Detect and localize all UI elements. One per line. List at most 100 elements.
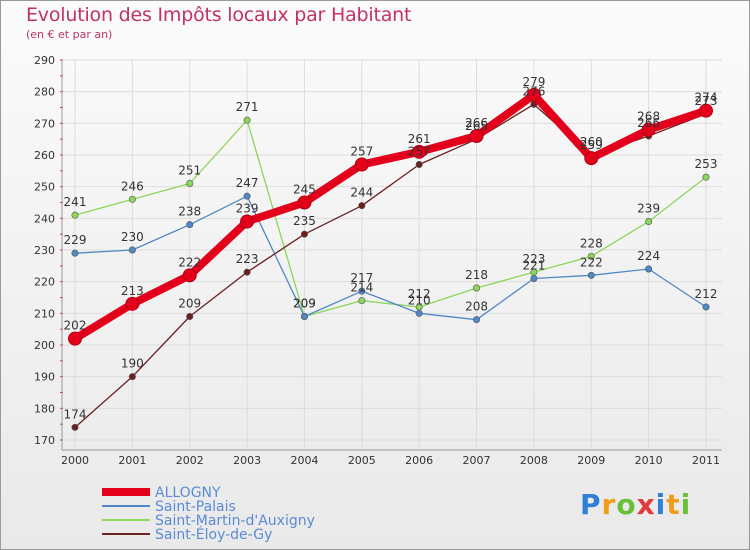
data-label: 221 [522,259,545,273]
x-tick-label: 2010 [635,454,663,467]
y-tick-label: 190 [34,371,55,384]
y-tick-label: 220 [34,276,55,289]
data-label: 257 [350,145,373,159]
data-label: 208 [465,300,488,314]
data-point [354,157,369,172]
data-label: 239 [236,202,259,216]
logo-letter: i [680,488,692,521]
data-label: 212 [408,287,431,301]
y-tick-label: 290 [34,54,55,67]
data-label: 224 [637,249,660,263]
data-label: 209 [293,297,316,311]
data-label: 261 [408,132,431,146]
x-tick-label: 2002 [176,454,204,467]
data-label: 214 [350,281,373,295]
x-tick-label: 2005 [348,454,376,467]
data-point [297,195,312,210]
x-tick-label: 2007 [463,454,491,467]
data-label: 223 [522,252,545,266]
data-point [358,287,366,295]
data-label: 217 [350,271,373,285]
data-point [128,195,136,203]
data-point [186,221,194,229]
x-tick-label: 2004 [290,454,318,467]
data-point [526,87,541,102]
data-point [645,218,653,226]
data-label: 266 [637,116,660,130]
data-label: 273 [695,94,718,108]
data-label: 174 [64,407,87,421]
x-tick-label: 2011 [692,454,720,467]
data-label: 244 [350,186,373,200]
y-tick-label: 230 [34,244,55,257]
data-label: 229 [64,233,87,247]
data-point [530,274,538,282]
data-label: 268 [637,110,660,124]
data-point [584,151,599,166]
y-tick-label: 270 [34,117,55,130]
x-tick-label: 2003 [233,454,261,467]
data-point [587,271,595,279]
data-label: 271 [236,100,259,114]
data-label: 265 [465,119,488,133]
series-line [74,119,707,318]
data-point [128,373,136,381]
data-label: 253 [695,157,718,171]
data-label: 223 [236,252,259,266]
data-point [182,268,197,283]
y-tick-label: 280 [34,86,55,99]
data-label: 222 [580,255,603,269]
legend-label: Saint-Éloy-de-Gy [155,526,272,543]
data-point [641,122,656,137]
data-label: 190 [121,357,144,371]
data-point [415,161,423,169]
data-point [243,268,251,276]
y-tick-label: 240 [34,212,55,225]
data-point [358,202,366,210]
data-point [699,103,713,118]
data-point [300,230,308,238]
data-point [125,296,140,311]
proxiti-logo: Proxiti [580,488,691,521]
legend-label: Saint-Martin-d'Auxigny [155,513,315,529]
data-label: 251 [178,164,201,178]
data-label: 245 [293,183,316,197]
y-tick-label: 260 [34,149,55,162]
data-point [71,211,79,219]
y-tick-label: 170 [34,434,55,447]
data-point [240,214,255,229]
logo-letter: x [636,488,656,521]
y-tick-label: 200 [34,339,55,352]
data-point [300,312,308,320]
logo-letter: t [666,488,681,521]
y-tick-label: 210 [34,307,55,320]
data-label: 213 [121,284,144,298]
logo-letter: P [580,488,602,521]
series-line [74,195,707,321]
y-tick-label: 180 [34,402,55,415]
data-point [415,309,423,317]
data-label: 260 [580,135,603,149]
legend-label: ALLOGNY [155,485,221,501]
chart-title: Evolution des Impôts locaux par Habitant [26,4,412,26]
data-label: 279 [522,75,545,89]
data-point [186,180,194,188]
series-line [71,90,710,343]
chart-subtitle: (en € et par an) [26,28,113,41]
data-label: 218 [465,268,488,282]
data-label: 259 [580,138,603,152]
data-point [243,192,251,200]
data-label: 235 [293,214,316,228]
data-point [587,252,595,260]
data-point [702,173,710,181]
data-label: 274 [695,91,718,105]
data-label: 239 [637,202,660,216]
data-label: 209 [293,297,316,311]
data-point [186,312,194,320]
data-label: 266 [465,116,488,130]
data-label: 247 [236,176,259,190]
logo-letter: o [616,488,637,521]
data-point [412,144,427,159]
y-tick-label: 250 [34,181,55,194]
